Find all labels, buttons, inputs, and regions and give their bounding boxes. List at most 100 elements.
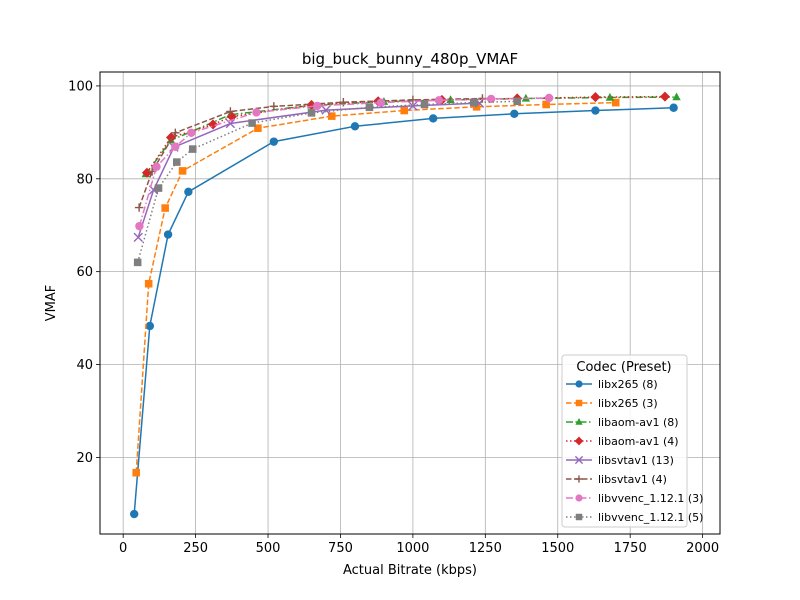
x-axis-label: Actual Bitrate (kbps): [343, 563, 477, 578]
data-point: [313, 101, 322, 111]
data-point: [605, 92, 615, 101]
legend-item: libsvtav1 (13): [566, 454, 674, 467]
data-point: [590, 92, 601, 103]
data-point: [252, 108, 261, 117]
data-point: [365, 103, 374, 112]
legend-item: libsvtav1 (4): [566, 473, 667, 486]
data-point: [350, 122, 360, 131]
data-point: [132, 468, 140, 477]
data-point: [188, 145, 197, 153]
y-axis-label: VMAF: [44, 285, 59, 321]
data-point: [575, 380, 583, 388]
legend-label: libsvtav1 (4): [598, 473, 667, 486]
data-point: [226, 111, 237, 122]
data-point: [510, 109, 519, 118]
data-point: [575, 399, 583, 407]
legend-title: Codec (Preset): [576, 360, 671, 375]
y-tick-label: 40: [76, 358, 93, 373]
series-layer: [129, 91, 681, 519]
data-point: [469, 98, 478, 107]
data-point: [129, 509, 139, 519]
data-point: [226, 107, 235, 116]
data-point: [376, 98, 386, 107]
data-point: [574, 455, 584, 465]
y-tick-label: 80: [76, 172, 93, 187]
data-point: [408, 101, 418, 111]
legend-label: libsvtav1 (13): [598, 454, 674, 467]
x-tick-label: 750: [328, 541, 353, 556]
data-point: [133, 232, 143, 242]
data-point: [163, 230, 173, 239]
data-point: [575, 418, 583, 425]
data-point: [513, 97, 521, 106]
series-line: [133, 107, 674, 515]
data-point: [171, 142, 180, 151]
legend-box: [561, 354, 688, 528]
legend-items: libx265 (8) libx265 (3) libaom-av1 (8) liba…: [566, 378, 703, 524]
data-point: [269, 102, 279, 111]
data-point: [254, 124, 262, 132]
data-point: [400, 106, 408, 115]
legend-label: libvvenc_1.12.1 (5): [598, 511, 703, 524]
legend-item: libvvenc_1.12.1 (5): [566, 511, 703, 524]
data-point: [669, 103, 678, 112]
data-point: [611, 98, 620, 107]
series: [135, 93, 554, 231]
x-tick-label: 250: [183, 541, 208, 556]
legend-label: libx265 (8): [598, 378, 658, 391]
data-point: [575, 475, 583, 483]
data-point: [321, 105, 331, 115]
x-tick-label: 2000: [686, 541, 719, 556]
data-point: [269, 137, 279, 146]
legend: Codec (Preset) libx265 (8)libx265 (3)lib…: [561, 354, 703, 528]
data-point: [542, 100, 550, 109]
x-tick-label: 1500: [541, 541, 574, 556]
x-tick-label: 1750: [614, 541, 647, 556]
y-tick-label: 60: [76, 265, 93, 280]
data-point: [486, 94, 496, 104]
data-point: [307, 109, 316, 117]
data-point: [428, 114, 438, 123]
data-point: [133, 258, 142, 267]
data-point: [574, 436, 584, 446]
data-point: [408, 95, 418, 105]
data-point: [172, 158, 181, 166]
legend-item: libaom-av1 (4): [566, 435, 679, 448]
series-line: [138, 97, 550, 227]
legend-item: libvvenc_1.12.1 (3): [566, 492, 703, 505]
data-point: [434, 96, 444, 105]
data-point: [152, 162, 161, 171]
chart-title: big_buck_bunny_480p_VMAF: [302, 50, 518, 69]
data-point: [135, 221, 144, 231]
data-point: [420, 100, 429, 109]
legend-label: libvvenc_1.12.1 (3): [598, 492, 703, 505]
data-point: [145, 321, 155, 331]
x-tick-label: 1250: [469, 541, 502, 556]
data-point: [327, 112, 336, 120]
data-point: [178, 167, 187, 175]
data-point: [161, 204, 169, 212]
x-tick-label: 500: [256, 541, 281, 556]
series-line: [138, 97, 483, 208]
data-point: [187, 128, 196, 138]
data-point: [144, 279, 153, 288]
series-line: [135, 101, 616, 473]
data-point: [171, 128, 180, 138]
data-point: [659, 91, 670, 102]
data-point: [184, 187, 193, 196]
data-point: [591, 106, 600, 115]
y-tick-label: 100: [68, 79, 93, 94]
data-point: [575, 513, 583, 521]
legend-item: libaom-av1 (8): [566, 416, 679, 429]
data-point: [141, 167, 152, 178]
data-point: [207, 119, 219, 130]
data-point: [134, 203, 144, 212]
series-line: [136, 100, 518, 263]
legend-item: libx265 (8): [566, 378, 658, 391]
legend-item: libx265 (3): [566, 397, 658, 410]
data-point: [248, 119, 256, 127]
data-point: [544, 93, 554, 103]
data-point: [154, 184, 163, 192]
x-tick-label: 0: [119, 541, 127, 556]
